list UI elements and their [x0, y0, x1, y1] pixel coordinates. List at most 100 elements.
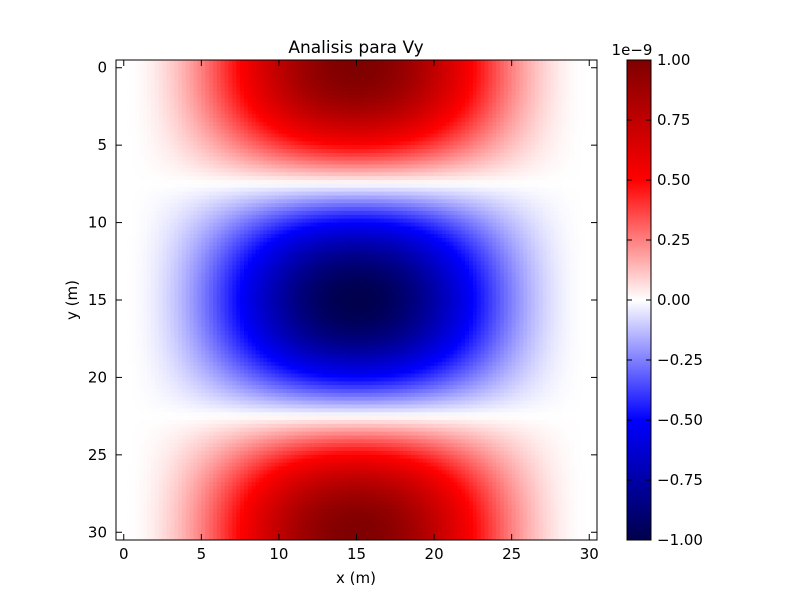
heatmap-cell	[278, 210, 284, 216]
heatmap-cell	[321, 87, 327, 92]
heatmap-cell	[139, 114, 144, 119]
heatmap-cell	[515, 164, 521, 169]
heatmap-cell	[360, 172, 365, 177]
heatmap-cell	[127, 172, 133, 177]
heatmap-cell	[538, 114, 544, 119]
heatmap-cell	[201, 180, 206, 185]
heatmap-cell	[542, 87, 548, 92]
heatmap-cell	[271, 125, 276, 131]
heatmap-cell	[220, 114, 226, 119]
heatmap-cell	[158, 67, 164, 73]
heatmap-cell	[426, 164, 431, 169]
heatmap-cell	[321, 199, 327, 204]
heatmap-cell	[375, 199, 381, 204]
heatmap-cell	[197, 118, 202, 123]
heatmap-cell	[181, 79, 187, 84]
heatmap-cell	[294, 67, 299, 73]
heatmap-cell	[364, 176, 369, 181]
heatmap-cell	[170, 187, 175, 193]
heatmap-cell	[201, 106, 206, 111]
heatmap-cell	[275, 187, 280, 193]
heatmap-cell	[472, 168, 478, 173]
heatmap-cell	[360, 141, 365, 146]
heatmap-cell	[403, 98, 408, 104]
heatmap-cell	[534, 63, 540, 69]
heatmap-cell	[569, 164, 575, 169]
heatmap-cell	[116, 110, 121, 115]
heatmap-cell	[515, 183, 521, 189]
heatmap-cell	[372, 149, 377, 154]
heatmap-cell	[240, 214, 245, 220]
heatmap-cell	[472, 160, 478, 166]
heatmap-cell	[189, 94, 195, 100]
heatmap-cell	[228, 145, 233, 150]
heatmap-cell	[418, 83, 424, 88]
heatmap-cell	[251, 60, 257, 65]
heatmap-cell	[360, 63, 365, 69]
heatmap-cell	[170, 176, 175, 181]
heatmap-cell	[282, 87, 288, 92]
heatmap-cell	[294, 195, 299, 200]
heatmap-cell	[275, 210, 280, 216]
heatmap-cell	[565, 114, 571, 119]
heatmap-cell	[150, 98, 156, 104]
heatmap-cell	[581, 160, 586, 166]
heatmap-cell	[197, 160, 202, 166]
heatmap-cell	[368, 149, 373, 154]
heatmap-cell	[255, 75, 261, 80]
heatmap-cell	[263, 90, 268, 96]
heatmap-cell	[143, 183, 148, 189]
heatmap-cell	[348, 180, 354, 185]
heatmap-cell	[193, 106, 199, 111]
heatmap-cell	[441, 176, 447, 181]
heatmap-cell	[228, 203, 233, 208]
heatmap-cell	[372, 195, 377, 200]
heatmap-cell	[282, 160, 288, 166]
heatmap-cell	[434, 137, 439, 142]
heatmap-cell	[554, 75, 559, 80]
heatmap-cell	[523, 67, 528, 73]
heatmap-cell	[216, 121, 222, 127]
heatmap-cell	[259, 102, 264, 108]
heatmap-cell	[313, 102, 319, 108]
heatmap-cell	[212, 160, 218, 166]
heatmap-cell	[434, 79, 439, 84]
heatmap-cell	[503, 63, 509, 69]
heatmap-cell	[534, 83, 540, 88]
heatmap-cell	[449, 87, 455, 92]
heatmap-cell	[317, 71, 323, 77]
heatmap-cell	[573, 90, 579, 96]
heatmap-cell	[290, 98, 296, 104]
heatmap-cell	[278, 118, 284, 123]
heatmap-cell	[333, 67, 338, 73]
heatmap-cell	[267, 125, 272, 131]
heatmap-cell	[500, 106, 505, 111]
heatmap-cell	[240, 207, 245, 212]
heatmap-cell	[476, 67, 482, 73]
heatmap-cell	[348, 156, 354, 162]
heatmap-cell	[461, 114, 466, 119]
heatmap-cell	[534, 71, 540, 77]
heatmap-cell	[205, 168, 210, 173]
heatmap-cell	[480, 79, 486, 84]
heatmap-cell	[538, 187, 544, 193]
heatmap-cell	[337, 94, 342, 100]
heatmap-cell	[569, 207, 575, 212]
heatmap-cell	[507, 121, 513, 127]
heatmap-cell	[185, 149, 191, 154]
heatmap-cell	[383, 67, 389, 73]
heatmap-cell	[290, 129, 296, 135]
heatmap-cell	[577, 129, 583, 135]
heatmap-cell	[119, 114, 125, 119]
heatmap-cell	[212, 60, 218, 65]
heatmap-cell	[437, 172, 443, 177]
heatmap-cell	[589, 71, 594, 77]
heatmap-cell	[449, 145, 455, 150]
heatmap-cell	[480, 183, 486, 189]
heatmap-cell	[119, 187, 125, 193]
heatmap-cell	[581, 121, 586, 127]
heatmap-cell	[119, 71, 125, 77]
heatmap-cell	[426, 183, 431, 189]
heatmap-cell	[298, 118, 303, 123]
heatmap-cell	[174, 90, 179, 96]
